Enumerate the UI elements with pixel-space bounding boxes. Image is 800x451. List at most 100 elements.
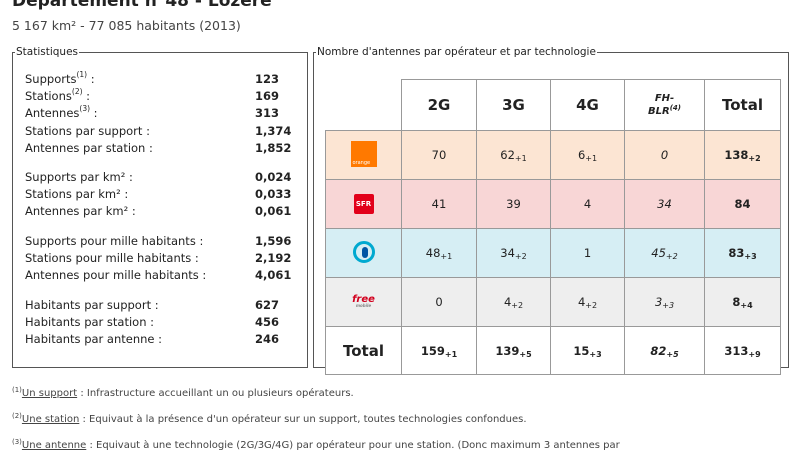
cell-value: 70 (431, 148, 447, 162)
stat-row: Antennes pour mille habitants : 4,061 (25, 267, 295, 283)
cell-value: 313 (724, 343, 749, 358)
table-corner (325, 79, 402, 131)
header-fh-sup: (4) (669, 104, 681, 112)
stat-row: Habitants par station : 456 (25, 314, 295, 330)
stat-value: 1,374 (255, 124, 292, 138)
stat-label: Supports pour mille habitants : (25, 234, 204, 248)
bouygues-logo-icon (352, 240, 375, 263)
cell-value: 45 (651, 246, 666, 260)
cell-total-total: 313+9 (704, 326, 781, 375)
stat-sup: (2) (71, 87, 83, 96)
stat-value: 456 (255, 315, 280, 329)
cell-value: 39 (506, 197, 521, 211)
cell-total-2g: 159+1 (401, 326, 477, 375)
cell-delta: +3 (662, 301, 675, 310)
cell-value: 1 (583, 246, 592, 260)
cell-value: 3 (654, 295, 663, 309)
cell-delta: +5 (666, 349, 679, 359)
cell-orange-total: 138+2 (704, 130, 781, 180)
cell-orange-3g: 62+1 (476, 130, 551, 180)
header-fh-line1: FH- (654, 93, 675, 104)
cell-value: 41 (431, 197, 447, 211)
footnote-link[interactable]: Une station (21, 414, 80, 425)
stat-value: 313 (255, 106, 280, 120)
footnote-link[interactable]: Une antenne (21, 440, 87, 451)
operator-cell: orange (325, 130, 402, 180)
stat-label: Habitants par support : (25, 298, 159, 312)
stat-row: Habitants par support : 627 (25, 297, 295, 313)
stat-label: Stations pour mille habitants : (25, 251, 199, 265)
free-logo-text: free (352, 294, 375, 305)
cell-sfr-total: 84 (704, 179, 781, 229)
header-total: Total (704, 79, 781, 131)
cell-total-4g: 15+3 (550, 326, 625, 375)
cell-delta: +2 (748, 154, 761, 163)
stat-label: Stations par km² : (25, 187, 129, 201)
free-logo-icon: free mobile (352, 294, 375, 308)
cell-delta: +3 (589, 349, 602, 359)
footnote-sup: (1) (12, 386, 22, 394)
page-title: Département n°48 - Lozère (12, 0, 272, 11)
cell-value: 15 (573, 343, 590, 358)
stat-value: 0,061 (255, 204, 292, 218)
stat-value: 1,596 (255, 234, 292, 248)
stat-row: Stations(2) : 169 (25, 88, 295, 104)
footnote-2: (2)Une station : Equivaut à la présence … (12, 412, 527, 426)
stats-panel: Statistiques Supports(1) : 123 Stations(… (12, 46, 308, 368)
cell-value: 82 (650, 343, 667, 358)
stat-suffix: : (87, 72, 95, 86)
cell-free-2g: 0 (401, 277, 477, 327)
footnote-1: (1)Un support : Infrastructure accueilla… (12, 386, 354, 400)
cell-delta: +9 (748, 349, 761, 359)
stat-value: 169 (255, 89, 280, 103)
antennas-legend: Nombre d'antennes par opérateur et par t… (317, 46, 596, 58)
cell-delta: +1 (585, 154, 598, 163)
cell-sfr-3g: 39 (476, 179, 551, 229)
total-label: Total (325, 326, 402, 375)
footnote-sup: (2) (12, 412, 22, 420)
stat-row: Supports(1) : 123 (25, 71, 295, 87)
table-row-orange: orange 70 62+1 6+1 0 138+2 (325, 130, 781, 180)
cell-delta: +1 (514, 154, 527, 163)
stat-value: 1,852 (255, 141, 292, 155)
header-fh-blr: FH- BLR(4) (624, 79, 705, 131)
free-logo-sub: mobile (355, 303, 372, 308)
footnote-text: : Equivaut à la présence d'un opérateur … (79, 414, 527, 425)
cell-value: 6 (577, 148, 586, 162)
footnote-link[interactable]: Un support (21, 388, 78, 399)
stat-label: Antennes par station : (25, 141, 153, 155)
cell-value: 83 (728, 246, 745, 260)
stat-row: Supports pour mille habitants : 1,596 (25, 233, 295, 249)
cell-total-3g: 139+5 (476, 326, 551, 375)
cell-delta: +2 (585, 301, 598, 310)
operator-cell (325, 228, 402, 278)
orange-logo-text: orange (352, 159, 371, 166)
header-fh-line2: BLR (648, 106, 670, 117)
cell-value: 0 (435, 295, 443, 309)
cell-orange-fh: 0 (624, 130, 705, 180)
cell-free-total: 8+4 (704, 277, 781, 327)
operator-cell: SFR (325, 179, 402, 229)
stat-suffix: : (90, 106, 98, 120)
cell-value: 34 (657, 197, 672, 211)
cell-delta: +4 (740, 301, 753, 310)
stat-value: 4,061 (255, 268, 292, 282)
stat-value: 0,024 (255, 170, 292, 184)
cell-orange-2g: 70 (401, 130, 477, 180)
stat-label: Antennes (25, 106, 80, 120)
cell-delta: +1 (444, 349, 458, 359)
cell-free-fh: 3+3 (624, 277, 705, 327)
cell-bouygues-total: 83+3 (704, 228, 781, 278)
stat-row: Stations pour mille habitants : 2,192 (25, 250, 295, 266)
header-2g: 2G (401, 79, 477, 131)
orange-logo-icon: orange (350, 140, 377, 167)
cell-value: 48 (425, 246, 441, 260)
cell-free-4g: 4+2 (550, 277, 625, 327)
stats-legend: Statistiques (16, 46, 79, 58)
stat-label: Supports (25, 72, 77, 86)
stat-row: Stations par support : 1,374 (25, 123, 295, 139)
stat-row: Antennes par km² : 0,061 (25, 203, 295, 219)
cell-value: 0 (660, 148, 669, 162)
cell-value: 139 (495, 343, 520, 358)
cell-bouygues-3g: 34+2 (476, 228, 551, 278)
